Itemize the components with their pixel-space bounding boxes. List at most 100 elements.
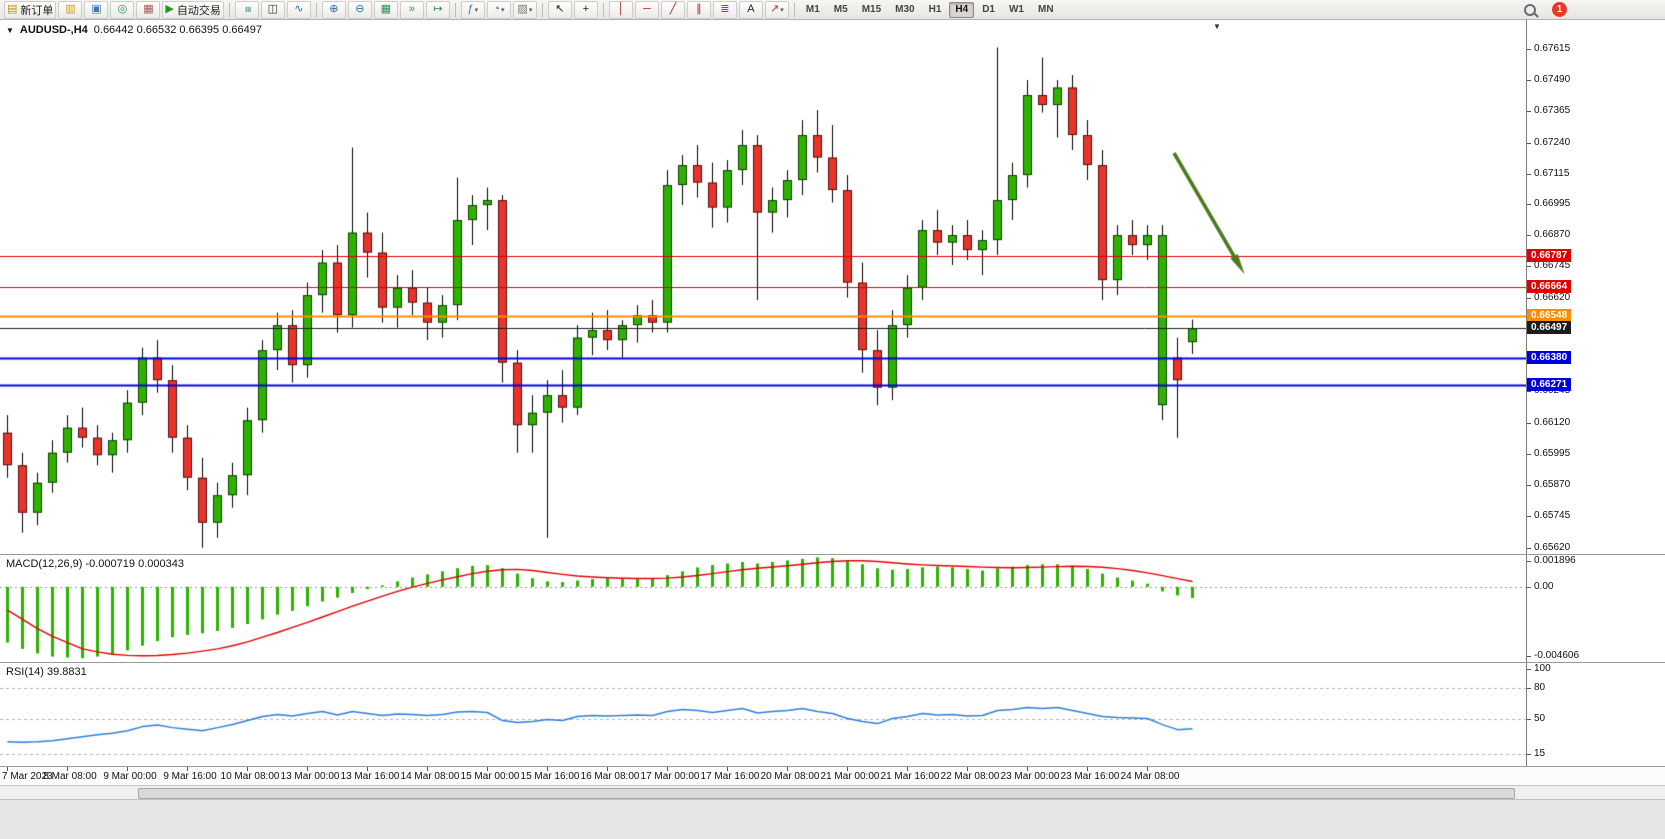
time-axis-label: 15 Mar 16:00 bbox=[520, 771, 580, 782]
zoom-out-icon: ⊖ bbox=[355, 3, 365, 15]
new-order-button[interactable]: ▤ 新订单 bbox=[4, 0, 57, 19]
timeframe-button-mn[interactable]: MN bbox=[1037, 4, 1054, 15]
time-axis-tick bbox=[967, 767, 968, 771]
time-axis-tick bbox=[667, 767, 668, 771]
panel-separator[interactable] bbox=[0, 766, 1665, 767]
axis-tick bbox=[1527, 561, 1531, 562]
timeframe-button-h1[interactable]: H1 bbox=[928, 4, 942, 15]
zoom-in-button[interactable]: ⊕ bbox=[321, 0, 346, 19]
panel-separator[interactable] bbox=[0, 662, 1665, 663]
search-button[interactable] bbox=[1519, 2, 1541, 18]
search-icon bbox=[1524, 3, 1536, 16]
data-window-icon: ▣ bbox=[91, 3, 102, 15]
dropdown-caret-icon: ▾ bbox=[500, 6, 505, 14]
channel-icon: ∥ bbox=[696, 3, 702, 15]
market-watch-button[interactable]: ▥ bbox=[58, 0, 83, 19]
axis-tick bbox=[1527, 587, 1531, 588]
time-axis-label: 20 Mar 08:00 bbox=[760, 771, 820, 782]
auto-scroll-button[interactable]: » bbox=[399, 0, 424, 19]
horizontal-line-icon: ─ bbox=[642, 3, 651, 15]
navigator-button[interactable]: ◎ bbox=[110, 0, 135, 19]
arrows-button[interactable]: ↗ ▾ bbox=[764, 0, 789, 19]
price-axis: 0.67615 0.67490 0.67365 0.67240 0.67115 0.669… bbox=[1526, 20, 1665, 554]
timeframe-button-m30[interactable]: M30 bbox=[895, 4, 915, 15]
cursor-button[interactable]: ↖ bbox=[547, 0, 572, 19]
panel-separator[interactable] bbox=[0, 554, 1665, 555]
zoom-out-button[interactable]: ⊖ bbox=[347, 0, 372, 19]
vertical-line-button[interactable]: │ bbox=[608, 0, 633, 19]
horizontal-line-button[interactable]: ─ bbox=[634, 0, 659, 19]
dropdown-caret-icon: ▾ bbox=[474, 6, 479, 14]
cursor-icon: ↖ bbox=[555, 3, 565, 15]
time-axis-label: 21 Mar 16:00 bbox=[880, 771, 940, 782]
timeframe-button-m1[interactable]: M1 bbox=[805, 4, 820, 15]
scrollbar-thumb[interactable] bbox=[138, 788, 1515, 799]
autotrade-button[interactable]: ▶ 自动交易 bbox=[162, 0, 224, 19]
axis-tick bbox=[1527, 174, 1531, 175]
level-price-badge: 0.66787 bbox=[1527, 249, 1572, 262]
time-axis-tick bbox=[1147, 767, 1148, 771]
time-axis-tick bbox=[907, 767, 908, 771]
time-axis-label: 9 Mar 16:00 bbox=[163, 771, 217, 782]
bar-chart-button[interactable]: ≡ bbox=[234, 0, 259, 19]
axis-tick bbox=[1527, 111, 1531, 112]
vertical-line-icon: │ bbox=[617, 3, 625, 15]
axis-tick bbox=[1527, 548, 1531, 549]
candlestick-chart-button[interactable]: ◫ bbox=[260, 0, 285, 19]
price-axis-label: 0.67365 bbox=[1534, 105, 1571, 116]
toolbar-right: 1 bbox=[1518, 2, 1567, 18]
line-chart-button[interactable]: ∿ bbox=[286, 0, 311, 19]
timeframe-button-d1[interactable]: D1 bbox=[982, 4, 995, 15]
macd-axis: 0.001896 0.00 -0.004606 bbox=[1526, 555, 1665, 662]
axis-tick bbox=[1527, 391, 1531, 392]
toolbar-separator bbox=[454, 2, 456, 17]
rsi-axis-label: 15 bbox=[1534, 748, 1546, 759]
chart-shift-button[interactable]: ↦ bbox=[425, 0, 450, 19]
tile-windows-button[interactable]: ▦ bbox=[373, 0, 398, 19]
price-axis-label: 0.67240 bbox=[1534, 137, 1571, 148]
price-axis-label: 0.67490 bbox=[1534, 74, 1571, 85]
chart-ohlc: 0.66442 0.66532 0.66395 0.66497 bbox=[93, 24, 262, 36]
crosshair-button[interactable]: + bbox=[573, 0, 598, 19]
axis-tick bbox=[1527, 49, 1531, 50]
time-axis-label: 24 Mar 08:00 bbox=[1120, 771, 1180, 782]
price-chart-canvas[interactable] bbox=[0, 20, 1526, 554]
fibonacci-button[interactable]: ≣ bbox=[712, 0, 737, 19]
time-axis-tick bbox=[1027, 767, 1028, 771]
axis-tick bbox=[1527, 266, 1531, 267]
time-axis-label: 22 Mar 08:00 bbox=[940, 771, 1000, 782]
text-button[interactable]: A bbox=[738, 0, 763, 19]
periods-button[interactable]: ◔ ▾ bbox=[486, 0, 511, 19]
macd-canvas[interactable] bbox=[0, 555, 1526, 662]
notification-badge[interactable]: 1 bbox=[1552, 2, 1567, 17]
indicators-button[interactable]: ƒ ▾ bbox=[460, 0, 485, 19]
time-axis-label: 17 Mar 00:00 bbox=[640, 771, 700, 782]
toolbar-separator bbox=[541, 2, 543, 17]
macd-axis-label: 0.001896 bbox=[1534, 555, 1576, 566]
rsi-axis-label: 80 bbox=[1534, 682, 1546, 693]
timeframe-button-w1[interactable]: W1 bbox=[1008, 4, 1024, 15]
scrollbar-track[interactable] bbox=[0, 785, 1665, 799]
rsi-canvas[interactable] bbox=[0, 663, 1526, 766]
toolbar-separator bbox=[228, 2, 230, 17]
timeframe-button-h4[interactable]: H4 bbox=[949, 1, 975, 18]
time-axis-tick bbox=[7, 767, 8, 771]
templates-button[interactable]: ▨ ▾ bbox=[512, 0, 537, 19]
price-axis-label: 0.66995 bbox=[1534, 198, 1571, 209]
axis-tick bbox=[1527, 423, 1531, 424]
timeframe-button-m15[interactable]: M15 bbox=[861, 4, 882, 15]
terminal-button[interactable]: ▦ bbox=[136, 0, 161, 19]
candlestick-chart-icon: ◫ bbox=[267, 3, 279, 15]
level-price-badge: 0.66380 bbox=[1527, 351, 1572, 364]
chart-dropdown-icon[interactable]: ▼ bbox=[6, 25, 14, 35]
trendline-button[interactable]: ╱ bbox=[660, 0, 685, 19]
channel-button[interactable]: ∥ bbox=[686, 0, 711, 19]
macd-axis-label: 0.00 bbox=[1534, 581, 1554, 592]
axis-tick bbox=[1527, 516, 1531, 517]
timeframe-button-m5[interactable]: M5 bbox=[833, 4, 848, 15]
time-axis-tick bbox=[787, 767, 788, 771]
axis-tick bbox=[1527, 656, 1531, 657]
time-axis-tick bbox=[847, 767, 848, 771]
toolbar-separator bbox=[602, 2, 604, 17]
data-window-button[interactable]: ▣ bbox=[84, 0, 109, 19]
